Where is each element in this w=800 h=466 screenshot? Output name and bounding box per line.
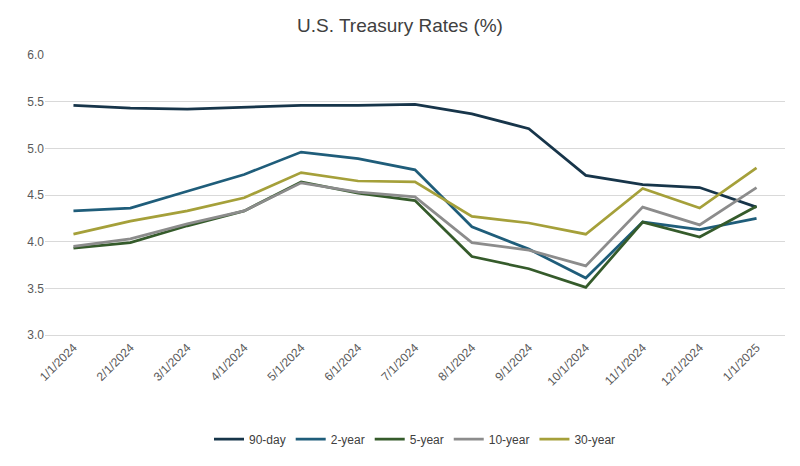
svg-text:2-year: 2-year <box>331 433 365 447</box>
svg-text:3.0: 3.0 <box>27 328 44 342</box>
svg-text:6.0: 6.0 <box>27 48 44 62</box>
svg-text:11/1/2024: 11/1/2024 <box>602 341 649 388</box>
svg-text:3.5: 3.5 <box>27 282 44 296</box>
svg-text:7/1/2024: 7/1/2024 <box>378 341 421 384</box>
svg-text:5.0: 5.0 <box>27 142 44 156</box>
svg-text:10-year: 10-year <box>489 433 530 447</box>
svg-text:6/1/2024: 6/1/2024 <box>322 341 365 384</box>
svg-text:1/1/2024: 1/1/2024 <box>37 341 80 384</box>
svg-text:9/1/2024: 9/1/2024 <box>492 341 535 384</box>
svg-text:5/1/2024: 5/1/2024 <box>265 341 308 384</box>
svg-text:U.S. Treasury Rates (%): U.S. Treasury Rates (%) <box>297 15 503 36</box>
svg-text:3/1/2024: 3/1/2024 <box>151 341 194 384</box>
svg-text:1/1/2025: 1/1/2025 <box>720 341 763 384</box>
svg-text:30-year: 30-year <box>574 433 615 447</box>
svg-text:4/1/2024: 4/1/2024 <box>208 341 251 384</box>
svg-text:12/1/2024: 12/1/2024 <box>658 341 706 389</box>
svg-text:8/1/2024: 8/1/2024 <box>435 341 478 384</box>
svg-text:5.5: 5.5 <box>27 95 44 109</box>
svg-text:4.0: 4.0 <box>27 235 44 249</box>
svg-text:90-day: 90-day <box>249 433 286 447</box>
svg-text:2/1/2024: 2/1/2024 <box>94 341 137 384</box>
svg-text:5-year: 5-year <box>410 433 444 447</box>
svg-text:10/1/2024: 10/1/2024 <box>544 341 592 389</box>
svg-text:4.5: 4.5 <box>27 188 44 202</box>
